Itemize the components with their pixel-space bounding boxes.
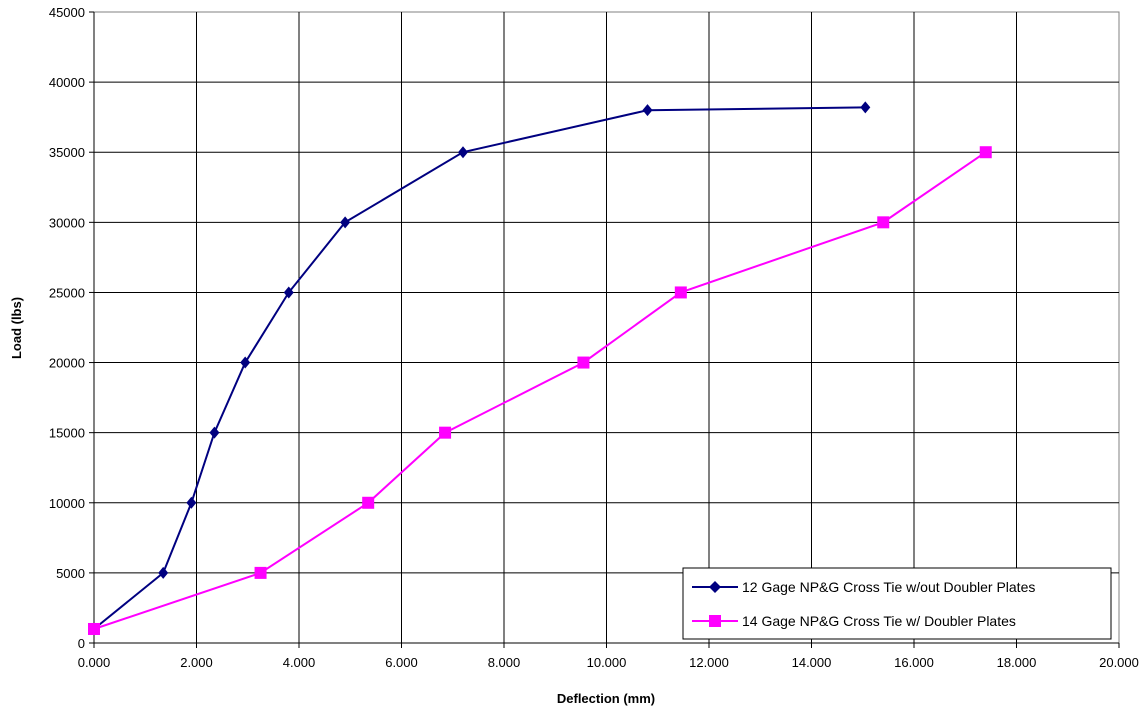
y-tick-label: 40000 xyxy=(49,75,85,90)
series-1-line xyxy=(93,106,866,630)
legend-label-series-1: 12 Gage NP&G Cross Tie w/out Doubler Pla… xyxy=(742,579,1035,595)
legend-diamond-marker-icon xyxy=(709,581,721,593)
x-tick-label: 18.000 xyxy=(997,655,1037,670)
x-axis-ticks: 0.000 2.000 4.000 6.000 8.000 10.000 12.000 14.… xyxy=(78,643,1139,670)
x-tick-label: 8.000 xyxy=(488,655,521,670)
data-point xyxy=(340,216,351,229)
x-tick-label: 4.000 xyxy=(283,655,316,670)
x-tick-label: 16.000 xyxy=(894,655,934,670)
data-point xyxy=(209,426,220,439)
x-tick-label: 14.000 xyxy=(792,655,832,670)
legend-box xyxy=(682,567,1112,640)
y-tick-label: 20000 xyxy=(49,356,85,371)
y-tick-label: 25000 xyxy=(49,285,85,300)
data-point xyxy=(362,496,375,509)
data-point xyxy=(642,104,653,117)
data-point xyxy=(283,286,294,299)
y-tick-label: 5000 xyxy=(56,566,85,581)
y-axis-title: Load (lbs) xyxy=(9,297,24,359)
series-2-line xyxy=(93,151,987,630)
data-point xyxy=(877,216,890,229)
x-tick-label: 0.000 xyxy=(78,655,111,670)
y-tick-label: 45000 xyxy=(49,5,85,20)
x-axis-title: Deflection (mm) xyxy=(557,691,655,706)
x-tick-label: 12.000 xyxy=(689,655,729,670)
data-point xyxy=(186,496,197,509)
data-point xyxy=(458,146,468,159)
data-point xyxy=(88,622,100,635)
data-point xyxy=(979,146,992,159)
data-point xyxy=(158,566,169,579)
legend-square-marker-icon xyxy=(709,615,721,627)
legend-label-series-2: 14 Gage NP&G Cross Tie w/ Doubler Plates xyxy=(742,613,1016,629)
data-point xyxy=(254,566,267,579)
y-axis-ticks: 0 5000 10000 15000 20000 25000 30000 35000 40000… xyxy=(49,5,94,651)
data-point xyxy=(240,356,251,369)
y-tick-label: 35000 xyxy=(49,145,85,160)
y-tick-label: 30000 xyxy=(49,215,85,230)
series-2 xyxy=(88,146,992,635)
data-point xyxy=(577,356,590,369)
x-tick-label: 10.000 xyxy=(587,655,627,670)
y-tick-label: 15000 xyxy=(49,426,85,441)
legend: 12 Gage NP&G Cross Tie w/out Doubler Pla… xyxy=(682,567,1112,640)
y-tick-label: 0 xyxy=(78,636,85,651)
data-point xyxy=(439,426,452,439)
y-tick-label: 10000 xyxy=(49,496,85,511)
data-point xyxy=(860,101,871,114)
data-point xyxy=(674,286,687,299)
series-layer xyxy=(88,101,992,635)
x-tick-label: 20.000 xyxy=(1099,655,1139,670)
x-tick-label: 2.000 xyxy=(180,655,213,670)
x-tick-label: 6.000 xyxy=(385,655,418,670)
